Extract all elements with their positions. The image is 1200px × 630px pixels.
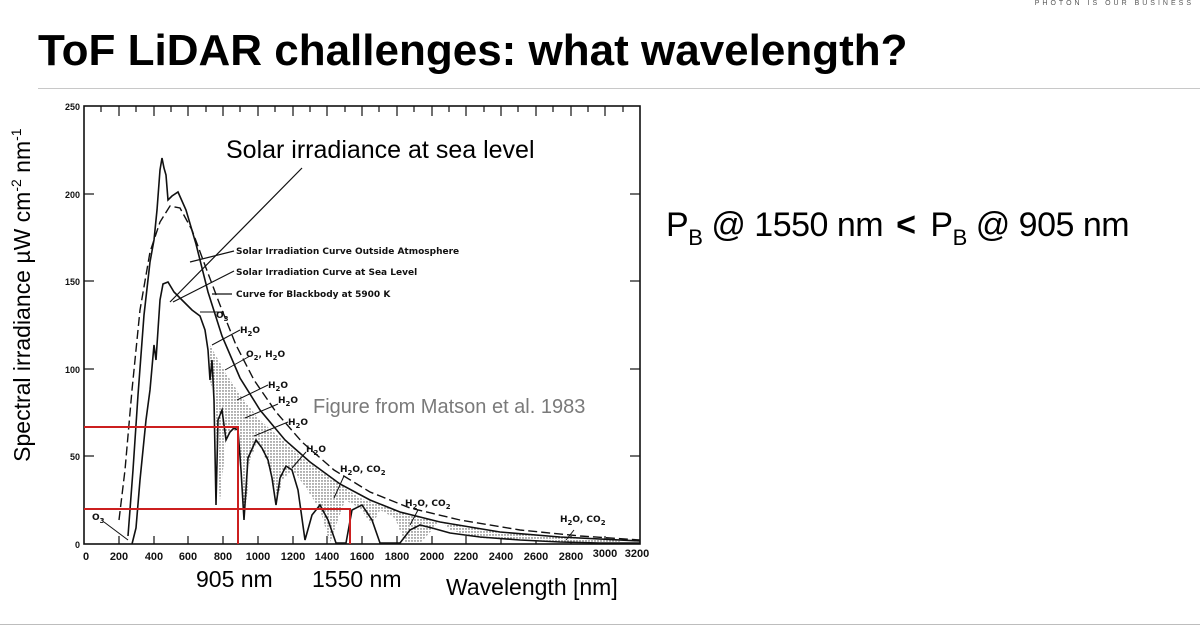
svg-text:200: 200: [65, 190, 80, 200]
marker-1550-line: [84, 508, 351, 544]
svg-text:250: 250: [65, 102, 80, 112]
svg-text:H2O, CO2: H2O, CO2: [405, 499, 451, 511]
svg-text:2600: 2600: [524, 551, 548, 563]
svg-text:H2O, CO2: H2O, CO2: [560, 515, 606, 527]
svg-text:3200: 3200: [625, 548, 649, 560]
svg-text:1600: 1600: [350, 551, 374, 563]
page-title: ToF LiDAR challenges: what wavelength?: [38, 26, 908, 75]
svg-text:150: 150: [65, 277, 80, 287]
legend-outside-atmosphere: Solar Irradiation Curve Outside Atmosphe…: [236, 247, 459, 257]
svg-text:1400: 1400: [315, 551, 339, 563]
svg-text:0: 0: [83, 551, 89, 563]
chart-overlay-title: Solar irradiance at sea level: [226, 136, 535, 164]
y-tick-labels: 250 200 150 100 50 0: [65, 102, 80, 550]
brand-tagline: PHOTON IS OUR BUSINESS: [1034, 0, 1194, 7]
svg-text:O3: O3: [92, 513, 105, 525]
formula-sub1: B: [688, 225, 703, 250]
svg-text:H2O: H2O: [268, 381, 288, 393]
svg-text:H2O, CO2: H2O, CO2: [340, 465, 386, 477]
curve-outside-atmosphere: [127, 157, 641, 542]
svg-text:0: 0: [75, 540, 80, 550]
formula-rest1: @ 1550 nm: [702, 206, 884, 244]
less-than-operator: <: [896, 206, 916, 244]
legend-blackbody: Curve for Blackbody at 5900 K: [236, 290, 391, 300]
svg-text:600: 600: [179, 551, 197, 563]
svg-text:O2, H2O: O2, H2O: [246, 350, 286, 362]
gas-labels: O3 H2O O2, H2O H2O H2O H2O H2O H2O, CO2 …: [92, 311, 606, 527]
legend-leaders: [169, 167, 303, 303]
svg-text:1200: 1200: [281, 551, 305, 563]
formula-p2: P: [930, 206, 953, 244]
svg-text:H2O: H2O: [240, 326, 260, 338]
footer-divider: [0, 624, 1200, 625]
curve-blackbody-5900k: [118, 205, 641, 541]
absorption-shading: [210, 345, 620, 543]
svg-text:H2O: H2O: [288, 418, 308, 430]
svg-text:400: 400: [145, 551, 163, 563]
gas-leaders: [103, 311, 575, 541]
marker-905-label: 905 nm: [196, 566, 273, 592]
svg-text:2200: 2200: [454, 551, 478, 563]
title-divider: [38, 88, 1200, 89]
svg-text:1000: 1000: [246, 551, 270, 563]
formula-sub2: B: [952, 225, 968, 250]
x-tick-labels: 0 200 400 600 800 1000 1200 1400 1600 18…: [83, 548, 649, 563]
background-power-comparison: PB @ 1550 nm < PB @ 905 nm: [666, 206, 1130, 251]
svg-text:200: 200: [110, 551, 128, 563]
svg-text:H2O: H2O: [306, 445, 326, 457]
top-ticks: [100, 106, 624, 116]
svg-text:800: 800: [214, 551, 232, 563]
formula-rest2: @ 905 nm: [966, 206, 1130, 244]
wavelength-markers: [84, 426, 351, 544]
svg-text:2800: 2800: [559, 551, 583, 563]
curve-sea-level: [131, 281, 640, 545]
svg-text:H2O: H2O: [278, 396, 298, 408]
x-axis-label: Wavelength [nm]: [446, 574, 618, 600]
marker-905-line: [84, 426, 239, 544]
inline-legend: Solar Irradiation Curve Outside Atmosphe…: [236, 247, 459, 300]
figure-credit: Figure from Matson et al. 1983: [313, 396, 586, 418]
plot-frame: [83, 105, 641, 545]
svg-text:100: 100: [65, 365, 80, 375]
legend-sea-level: Solar Irradiation Curve at Sea Level: [236, 268, 417, 278]
svg-text:2000: 2000: [420, 551, 444, 563]
formula-p1: P: [666, 206, 689, 244]
marker-1550-label: 1550 nm: [312, 566, 402, 592]
svg-text:50: 50: [70, 452, 80, 462]
svg-text:1800: 1800: [385, 551, 409, 563]
y-ticks: [84, 193, 640, 457]
svg-text:2400: 2400: [489, 551, 513, 563]
svg-text:3000: 3000: [593, 548, 617, 560]
